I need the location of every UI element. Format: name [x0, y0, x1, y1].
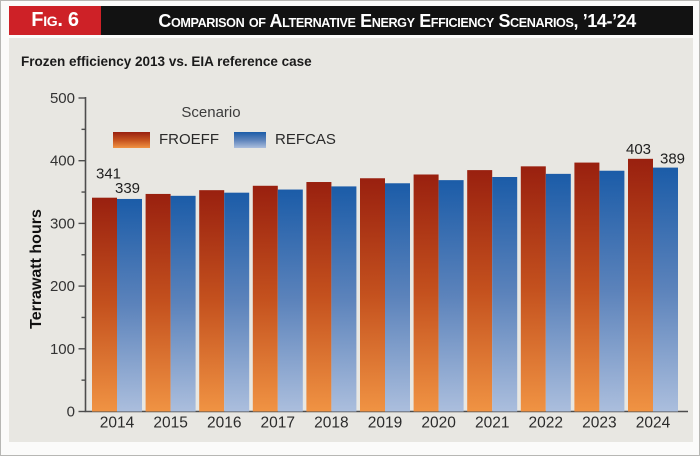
bar-froeff-2018 [306, 182, 332, 412]
x-tick-label: 2024 [636, 415, 671, 432]
bar-refcas-2020 [438, 180, 464, 412]
bar-froeff-2019 [360, 178, 385, 412]
bar-refcas-2018 [331, 186, 357, 412]
data-label-refcas-2014: 339 [115, 180, 140, 197]
legend-title: Scenario [181, 104, 241, 121]
bar-refcas-2022 [545, 173, 571, 412]
bar-froeff-2014 [92, 197, 117, 412]
data-label-refcas-2024: 389 [660, 151, 685, 168]
bar-froeff-2017 [252, 185, 278, 412]
legend-label-froeff: FROEFF [159, 131, 219, 148]
bar-froeff-2024 [628, 158, 653, 412]
x-tick-label: 2014 [100, 415, 135, 432]
bar-froeff-2016 [199, 190, 225, 412]
figure-number-badge: Fig. 6 [9, 6, 101, 35]
chart-subtitle: Frozen efficiency 2013 vs. EIA reference… [21, 54, 312, 69]
bar-froeff-2021 [467, 170, 493, 412]
y-tick-label: 300 [50, 215, 75, 232]
x-tick-label: 2018 [314, 415, 348, 432]
x-tick-label: 2021 [475, 415, 509, 432]
y-tick-label: 500 [50, 90, 75, 107]
data-label-froeff-2024: 403 [626, 141, 651, 158]
figure-title: Comparison of Alternative Energy Efficie… [158, 9, 636, 31]
legend-swatch-refcas [234, 131, 266, 148]
bar-froeff-2015 [145, 193, 171, 412]
figure-title-bar: Comparison of Alternative Energy Efficie… [101, 6, 693, 35]
bar-refcas-2015 [170, 195, 196, 412]
bar-refcas-2024 [653, 167, 678, 412]
bar-froeff-2023 [574, 162, 600, 412]
bar-refcas-2017 [277, 189, 303, 412]
bar-refcas-2021 [492, 177, 518, 412]
x-tick-label: 2017 [261, 415, 295, 432]
legend-swatch-froeff [113, 131, 150, 148]
x-tick-label: 2023 [582, 415, 616, 432]
bar-refcas-2016 [224, 192, 250, 412]
data-label-froeff-2014: 341 [96, 166, 121, 183]
x-tick-label: 2020 [421, 415, 456, 432]
x-tick-label: 2015 [153, 415, 187, 432]
y-tick-label: 200 [50, 278, 75, 295]
bar-froeff-2020 [413, 174, 439, 412]
x-tick-label: 2016 [207, 415, 241, 432]
figure-number-label: Fig. 6 [31, 9, 79, 31]
bar-refcas-2019 [385, 183, 410, 412]
legend-label-refcas: REFCAS [275, 131, 336, 148]
legend: FROEFF REFCAS [113, 131, 336, 148]
x-tick-label: 2022 [529, 415, 563, 432]
bar-refcas-2014 [117, 198, 142, 412]
y-tick-label: 100 [50, 341, 75, 358]
x-tick-label: 2019 [368, 415, 402, 432]
bar-refcas-2023 [599, 170, 625, 412]
y-tick-label: 400 [50, 153, 75, 170]
y-tick-label: 0 [67, 404, 75, 421]
bar-froeff-2022 [520, 166, 546, 412]
